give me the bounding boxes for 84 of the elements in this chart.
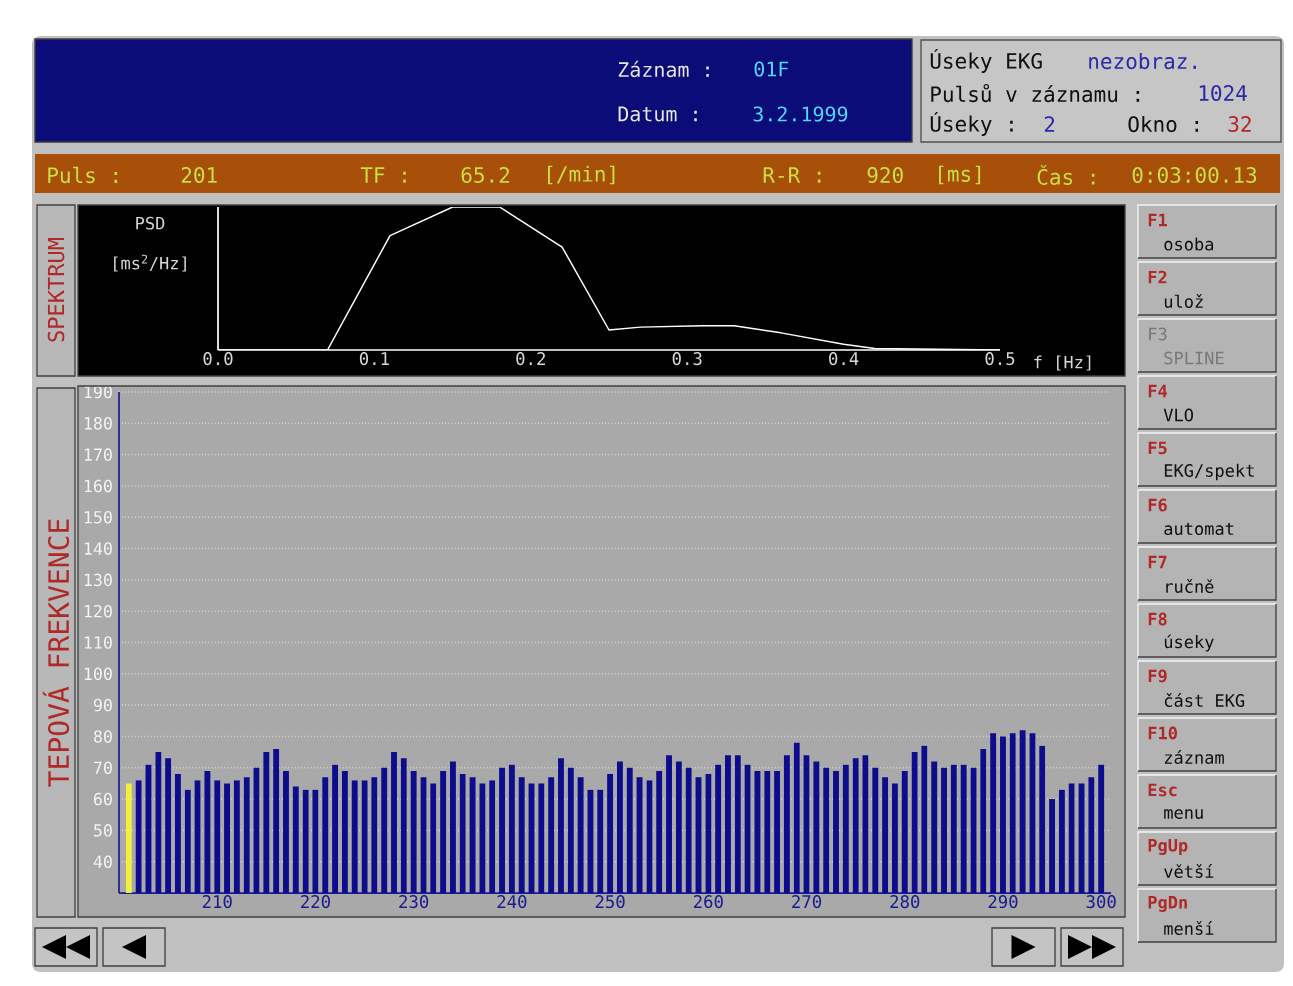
text: 2 (1044, 116, 1055, 132)
y-tick-label: 100 (84, 667, 112, 681)
text: menší (1164, 921, 1214, 935)
x-tick-label: 230 (399, 895, 429, 909)
text: Okno : (1128, 115, 1199, 133)
text: 0:03:00.13 (1132, 167, 1257, 183)
text: Pulsů v záznamu : (931, 83, 1140, 103)
y-tick-label: 180 (84, 417, 112, 430)
text: 1024 (1199, 85, 1247, 101)
x-tick-label: 0.0 (203, 352, 233, 366)
text: F2 (1148, 270, 1167, 284)
text: PgUp (1148, 839, 1188, 855)
text: 3.2.1999 (753, 106, 848, 122)
text: F6 (1148, 498, 1167, 512)
text: EKG/spekt (1164, 463, 1254, 481)
text: 32 (1228, 116, 1251, 132)
text: větší (1164, 864, 1214, 878)
x-tick-label: 260 (693, 895, 723, 909)
x-axis-title: f [Hz] (1034, 355, 1091, 371)
text: TF : (360, 167, 406, 183)
text: TEPOVÁ FREKVENCE (42, 519, 70, 787)
y-tick-label: 170 (84, 448, 112, 461)
y-tick-label: 190 (84, 385, 112, 399)
x-tick-label: 290 (988, 895, 1018, 909)
text: [/min] (548, 165, 615, 185)
text: F4 (1148, 384, 1167, 398)
text: Úseky : (930, 112, 1013, 136)
text: záznam (1164, 750, 1224, 764)
text: F10 (1148, 726, 1177, 740)
x-tick-label: 210 (202, 895, 232, 909)
text: PgDn (1148, 896, 1187, 912)
y-tick-label: 40 (93, 855, 112, 868)
text: úseky (1164, 634, 1214, 652)
text: Čas : (1037, 165, 1095, 185)
x-tick-label: 270 (792, 895, 822, 909)
x-tick-label: 0.5 (985, 352, 1015, 366)
x-tick-label: 0.3 (672, 352, 702, 366)
text: R-R : (763, 167, 821, 183)
text: PSD [ms$^{2}$/Hz] (114, 216, 186, 272)
text: SPLINE (1164, 351, 1224, 365)
x-tick-label: 0.2 (516, 352, 545, 366)
text: 201 (181, 167, 217, 183)
y-tick-label: 50 (94, 824, 112, 837)
x-tick-label: 280 (890, 895, 920, 909)
text: automat (1164, 522, 1234, 536)
text: Úseky EKG (930, 49, 1042, 73)
text: Datum : (618, 106, 697, 122)
text: SPEKTRUM (47, 237, 65, 342)
text: F9 (1148, 669, 1167, 683)
text: F5 (1148, 441, 1167, 455)
text: 01F (754, 61, 789, 77)
text: část EKG (1164, 693, 1245, 707)
text: ručně (1166, 579, 1214, 593)
text: [ms] (939, 165, 981, 185)
y-tick-label: 70 (94, 761, 112, 775)
text: 65.2 (461, 167, 510, 183)
text: F7 (1148, 555, 1167, 569)
text: Puls : (48, 166, 118, 184)
text: menu (1164, 809, 1203, 819)
text: F8 (1148, 612, 1167, 626)
y-tick-label: 110 (84, 636, 112, 649)
x-tick-label: 300 (1086, 895, 1116, 909)
y-tick-label: 80 (93, 730, 112, 743)
y-tick-label: 120 (84, 604, 112, 618)
text: F1 (1148, 213, 1167, 227)
text: nezobraz. (1089, 52, 1196, 70)
y-tick-label: 140 (84, 542, 112, 555)
x-tick-label: 220 (301, 895, 330, 909)
text: F3 (1149, 327, 1167, 341)
x-tick-label: 250 (595, 895, 625, 909)
y-tick-label: 90 (93, 698, 112, 712)
text: Záznam : (618, 60, 709, 78)
y-tick-label: 60 (93, 792, 112, 806)
x-tick-label: 0.4 (829, 352, 859, 366)
x-tick-label: 240 (497, 895, 527, 909)
text: ulož (1164, 294, 1203, 308)
text: 920 (867, 167, 903, 183)
text: Esc (1148, 783, 1177, 797)
text: osoba (1164, 237, 1213, 251)
y-tick-label: 150 (84, 510, 112, 524)
y-tick-label: 160 (84, 479, 112, 493)
x-tick-label: 0.1 (359, 352, 389, 366)
text: VLO (1163, 408, 1194, 422)
y-tick-label: 130 (84, 573, 112, 587)
